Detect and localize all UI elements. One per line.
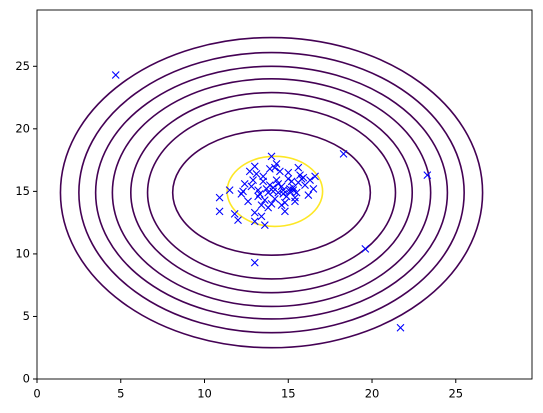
point [291, 193, 299, 202]
point [240, 179, 249, 188]
point [276, 167, 284, 176]
point [304, 191, 313, 200]
point [281, 207, 289, 216]
x-tick-label: 25 [448, 387, 463, 401]
point [257, 212, 266, 221]
point [264, 203, 273, 212]
point [269, 187, 278, 196]
point [230, 209, 239, 218]
contour [94, 65, 449, 320]
y-tick-label: 25 [15, 59, 30, 73]
point [260, 196, 269, 205]
point [247, 182, 256, 191]
point [339, 149, 348, 158]
x-tick-label: 10 [197, 387, 212, 401]
point [274, 188, 283, 197]
point [250, 162, 259, 171]
point [297, 174, 306, 183]
point [281, 198, 289, 207]
point [225, 186, 234, 195]
y-tick-label: 15 [15, 184, 30, 198]
point [270, 194, 279, 203]
point [277, 201, 286, 210]
point [291, 197, 299, 206]
contour [171, 129, 372, 256]
point [272, 176, 281, 185]
point [252, 169, 261, 178]
point [265, 181, 274, 190]
point [257, 201, 266, 210]
point [250, 208, 259, 217]
x-tick-label: 20 [365, 387, 380, 401]
point [423, 171, 432, 180]
point [215, 193, 224, 202]
point [361, 245, 370, 253]
point [265, 164, 274, 173]
point [311, 172, 319, 181]
y-tick-label: 5 [23, 309, 30, 323]
point [250, 217, 259, 226]
point [287, 177, 296, 186]
y-tick-label: 0 [23, 372, 30, 386]
x-tick-label: 5 [117, 387, 124, 401]
point [286, 184, 294, 193]
contour [130, 91, 414, 294]
point [284, 168, 293, 177]
x-tick-label: 0 [33, 387, 40, 401]
point [292, 188, 301, 197]
point [284, 174, 293, 183]
point [306, 176, 314, 185]
contour [59, 36, 484, 349]
point [215, 207, 224, 216]
point [260, 221, 269, 230]
point [250, 258, 259, 267]
y-tick-label: 10 [15, 246, 30, 260]
point [237, 189, 246, 198]
point [279, 186, 288, 195]
point [234, 216, 242, 225]
point [111, 71, 120, 79]
point [259, 172, 268, 181]
x-tick-label: 15 [281, 387, 296, 401]
point [244, 197, 252, 206]
point [254, 186, 263, 195]
point [272, 159, 281, 168]
point [267, 152, 276, 161]
contour [146, 105, 397, 280]
point [279, 189, 288, 198]
contour [78, 51, 465, 334]
y-tick-label: 20 [15, 121, 30, 135]
point [249, 176, 257, 185]
plot-frame [36, 9, 533, 380]
point [309, 184, 318, 193]
point [396, 323, 405, 332]
contour [111, 77, 432, 308]
point [294, 163, 303, 172]
contour [226, 155, 324, 228]
point [282, 192, 291, 201]
